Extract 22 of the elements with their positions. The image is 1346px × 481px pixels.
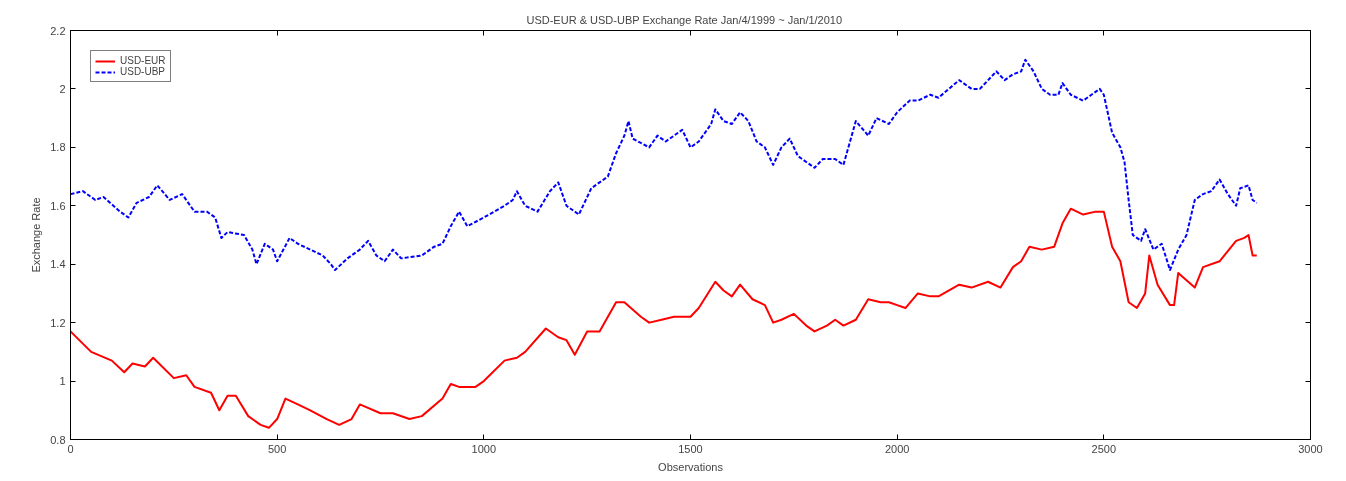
- x-tick-label: 0: [67, 442, 74, 455]
- line-series: [70, 207, 1258, 429]
- x-tick-label: 1000: [471, 442, 497, 455]
- y-tick-label: 1.2: [50, 316, 66, 329]
- y-tick-label: 1: [59, 375, 66, 388]
- x-tick-label: 2500: [1091, 442, 1117, 455]
- y-tick-label: 2: [59, 82, 66, 95]
- y-tick-label: 1.8: [50, 141, 66, 154]
- legend-label: USD-UBP: [120, 66, 166, 77]
- x-tick-label: 500: [267, 442, 287, 455]
- y-tick-label: 2.2: [50, 24, 66, 37]
- y-axis-title: Exchange Rate: [30, 197, 43, 273]
- y-tick-label: 1.4: [50, 258, 66, 271]
- x-tick-label: 3000: [1298, 442, 1323, 455]
- y-tick-label: 0.8: [50, 433, 66, 446]
- chart-title: USD-EUR & USD-UBP Exchange Rate Jan/4/1999 ~ Jan/1/2010: [526, 13, 843, 26]
- x-tick-label: 1500: [678, 442, 703, 455]
- y-tick-label: 1.6: [50, 199, 66, 212]
- x-axis-title: Observations: [658, 460, 724, 473]
- x-tick-label: 2000: [884, 442, 910, 455]
- line-series: [70, 58, 1258, 272]
- legend-label: USD-EUR: [120, 55, 166, 66]
